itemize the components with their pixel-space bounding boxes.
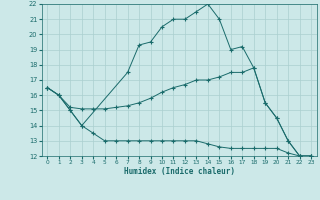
X-axis label: Humidex (Indice chaleur): Humidex (Indice chaleur) bbox=[124, 167, 235, 176]
